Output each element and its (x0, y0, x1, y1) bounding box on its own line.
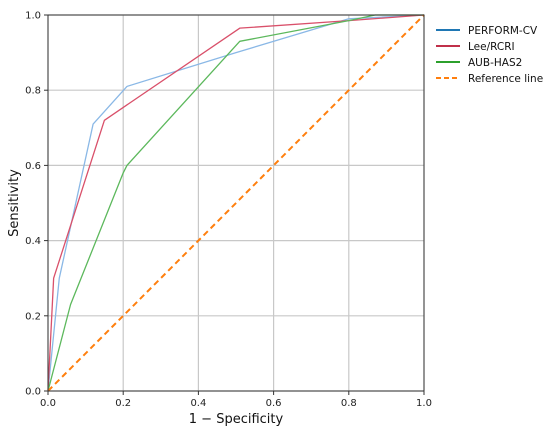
y-tick-label: 0.6 (25, 161, 41, 172)
x-tick-label: 0.2 (115, 398, 131, 409)
x-axis-label: 1 − Specificity (189, 412, 284, 427)
x-axis-ticks: 0.0 0.2 0.4 0.6 0.8 1.0 (40, 391, 432, 409)
y-axis-label: Sensitivity (7, 169, 22, 237)
legend-label: AUB-HAS2 (468, 57, 522, 69)
x-tick-label: 0.4 (190, 398, 206, 409)
series-line-aub-has2 (47, 14, 424, 392)
x-tick-label: 1.0 (416, 398, 432, 409)
plot-frame (47, 14, 425, 392)
y-tick-label: 0.8 (25, 86, 41, 97)
y-tick-label: 1.0 (25, 11, 41, 22)
y-axis-ticks: 0.0 0.2 0.4 0.6 0.8 1.0 (25, 11, 48, 398)
x-tick-label: 0.8 (341, 398, 357, 409)
legend-label: Reference line (468, 73, 543, 85)
series-lines (47, 14, 425, 392)
x-tick-label: 0.6 (266, 398, 282, 409)
y-tick-label: 0.0 (25, 387, 41, 398)
series-line-reference-line (47, 14, 425, 392)
series-line-perform-cv (47, 14, 425, 392)
legend: PERFORM-CV Lee/RCRI AUB-HAS2 Reference line (436, 25, 543, 85)
legend-label: Lee/RCRI (468, 41, 515, 53)
series-line-lee-rcri (47, 14, 425, 392)
x-tick-label: 0.0 (40, 398, 56, 409)
legend-label: PERFORM-CV (468, 25, 538, 37)
y-tick-label: 0.4 (25, 236, 41, 247)
y-tick-label: 0.2 (25, 311, 41, 322)
